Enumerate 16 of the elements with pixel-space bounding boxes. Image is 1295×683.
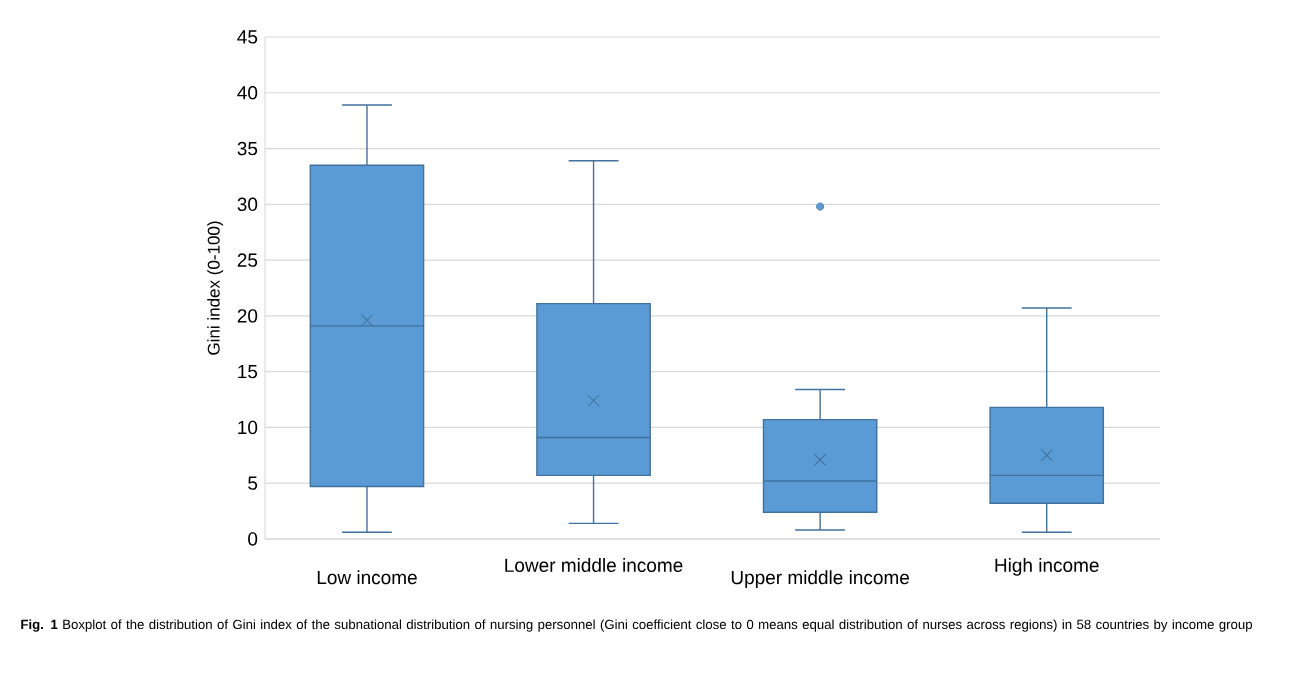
y-tick-label: 15 — [238, 365, 258, 379]
y-tick-label: 0 — [248, 532, 258, 546]
y-tick-label: 5 — [248, 476, 258, 490]
y-tick-label: 40 — [237, 86, 258, 100]
text: Fig. 1 Boxplot of the distribution of Gini index of the subnational distribution of nursing personnel (Gini coefficient close to 0 means equal distribution of nurses across regions) in 58 countries by income group — [21, 619, 1253, 632]
y-tick-label: 25 — [237, 253, 258, 267]
x-tick-label: Upper middle income — [731, 570, 909, 588]
y-tick-label: 45 — [237, 30, 258, 44]
y-axis-title: Gini index (0-100) — [207, 221, 224, 355]
x-tick-label: Low income — [317, 570, 417, 585]
x-tick-label: High income — [995, 558, 1099, 576]
y-tick-label: 20 — [237, 309, 258, 323]
y-tick-label: 35 — [237, 141, 258, 156]
y-tick-label: 10 — [238, 420, 258, 435]
x-tick-label: Lower middle income — [505, 558, 683, 573]
y-tick-label: 30 — [237, 197, 258, 212]
